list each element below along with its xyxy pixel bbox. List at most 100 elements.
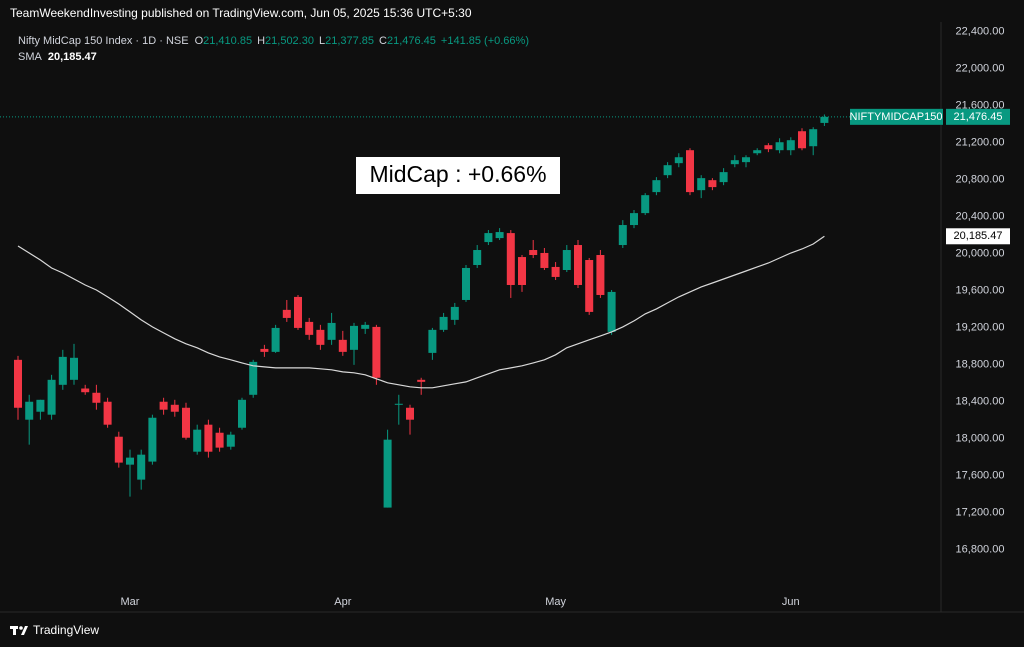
- legend-value: 21,377.85: [325, 35, 374, 47]
- candle-body: [506, 233, 515, 285]
- y-tick-label: 20,400.00: [956, 210, 1005, 222]
- candle-body: [249, 361, 258, 395]
- candle-body: [708, 180, 717, 188]
- ticker-tag-text: NIFTYMIDCAP150: [850, 111, 943, 123]
- candle-body: [809, 129, 818, 147]
- candle-body: [260, 348, 269, 352]
- y-tick-label: 20,800.00: [956, 173, 1005, 185]
- candle-body: [574, 245, 582, 285]
- candle-body: [58, 356, 67, 385]
- candle-body: [238, 399, 246, 428]
- candle-body: [697, 178, 706, 191]
- annotation-box: [356, 157, 560, 194]
- candle-body: [148, 417, 157, 462]
- candle-body: [327, 322, 336, 340]
- candle-body: [394, 403, 403, 405]
- candle-body: [14, 359, 22, 408]
- legend-line: Nifty MidCap 150 Index · 1D · NSE O21,410…: [18, 35, 529, 47]
- candle-body: [305, 321, 314, 335]
- candle-body: [428, 329, 437, 353]
- candle-body: [439, 316, 448, 330]
- candle-body: [126, 457, 134, 465]
- candle-body: [193, 429, 202, 452]
- candle-body: [70, 357, 78, 380]
- candle-body: [674, 157, 683, 164]
- sma-line: [17, 235, 825, 389]
- candle-body: [798, 131, 806, 149]
- legend-name: Nifty MidCap 150 Index · 1D · NSE: [18, 35, 189, 47]
- y-tick-label: 22,000.00: [956, 62, 1005, 74]
- candle-body: [484, 233, 493, 243]
- candle-body: [775, 142, 784, 151]
- candle-body: [103, 401, 112, 425]
- tv-logo: [10, 626, 28, 635]
- candle-body: [562, 250, 571, 270]
- legend-key: C: [379, 35, 387, 47]
- y-tick-label: 19,200.00: [956, 321, 1005, 333]
- x-tick-label: Jun: [782, 596, 800, 608]
- y-tick-label: 21,600.00: [956, 99, 1005, 111]
- candle-body: [159, 401, 168, 410]
- candle-body: [630, 213, 638, 226]
- y-tick-label: 21,200.00: [956, 136, 1005, 148]
- candle-body: [518, 257, 526, 285]
- candle-body: [686, 150, 694, 193]
- candle-body: [652, 180, 661, 193]
- candle-body: [215, 432, 224, 448]
- candle-body: [92, 392, 101, 403]
- legend-change: +141.85 (+0.66%): [441, 35, 529, 47]
- sma-legend: SMA 20,185.47: [18, 51, 97, 63]
- candle-body: [730, 160, 739, 165]
- x-tick-label: Mar: [121, 596, 140, 608]
- legend-key: H: [257, 35, 265, 47]
- footer: TradingView: [33, 623, 99, 637]
- legend-value: 21,476.45: [387, 35, 436, 47]
- candle-body: [607, 291, 616, 332]
- candle-body: [820, 116, 829, 123]
- y-tick-label: 22,400.00: [956, 25, 1005, 37]
- candle-body: [786, 140, 795, 151]
- candle-body: [204, 424, 213, 452]
- ticker-tag: [850, 108, 943, 125]
- candle-body: [350, 325, 358, 350]
- candle-body: [641, 195, 650, 214]
- legend-value: 21,502.30: [265, 35, 314, 47]
- y-tick-label: 19,600.00: [956, 284, 1005, 296]
- candle-body: [618, 225, 627, 246]
- candle-body: [316, 329, 325, 345]
- y-tick-label: 16,800.00: [956, 543, 1005, 555]
- candle-body: [462, 267, 470, 300]
- annotation: MidCap : +0.66%: [369, 161, 546, 187]
- candle-body: [137, 454, 146, 480]
- candle-body: [764, 145, 773, 150]
- y-tick-label: 18,400.00: [956, 395, 1005, 407]
- candle-body: [170, 404, 179, 412]
- candle-body: [81, 388, 90, 393]
- candle-body: [338, 339, 347, 352]
- y-tick-label: 18,000.00: [956, 432, 1005, 444]
- candle-body: [114, 436, 123, 463]
- candle-body: [473, 250, 482, 266]
- legend-key: L: [319, 35, 325, 47]
- sma-legend-name: SMA: [18, 51, 43, 63]
- candle-body: [271, 327, 280, 352]
- candle-body: [663, 165, 672, 176]
- candle-body: [742, 157, 750, 163]
- y-tick-label: 17,200.00: [956, 506, 1005, 518]
- candle-body: [47, 379, 56, 415]
- sma-tag-text: 20,185.47: [954, 230, 1003, 242]
- y-tick-label: 20,000.00: [956, 247, 1005, 259]
- candle-body: [529, 250, 538, 256]
- candle-body: [406, 407, 414, 420]
- candle-body: [417, 379, 426, 382]
- x-tick-label: Apr: [334, 596, 351, 608]
- candle-body: [226, 434, 235, 447]
- candle-body: [282, 309, 291, 318]
- candle-body: [450, 306, 459, 320]
- sma-legend-value: 20,185.47: [48, 51, 97, 63]
- candle-body: [753, 150, 762, 154]
- candle-body: [372, 326, 381, 378]
- header: TeamWeekendInvesting published on Tradin…: [10, 6, 472, 20]
- y-tick-label: 17,600.00: [956, 469, 1005, 481]
